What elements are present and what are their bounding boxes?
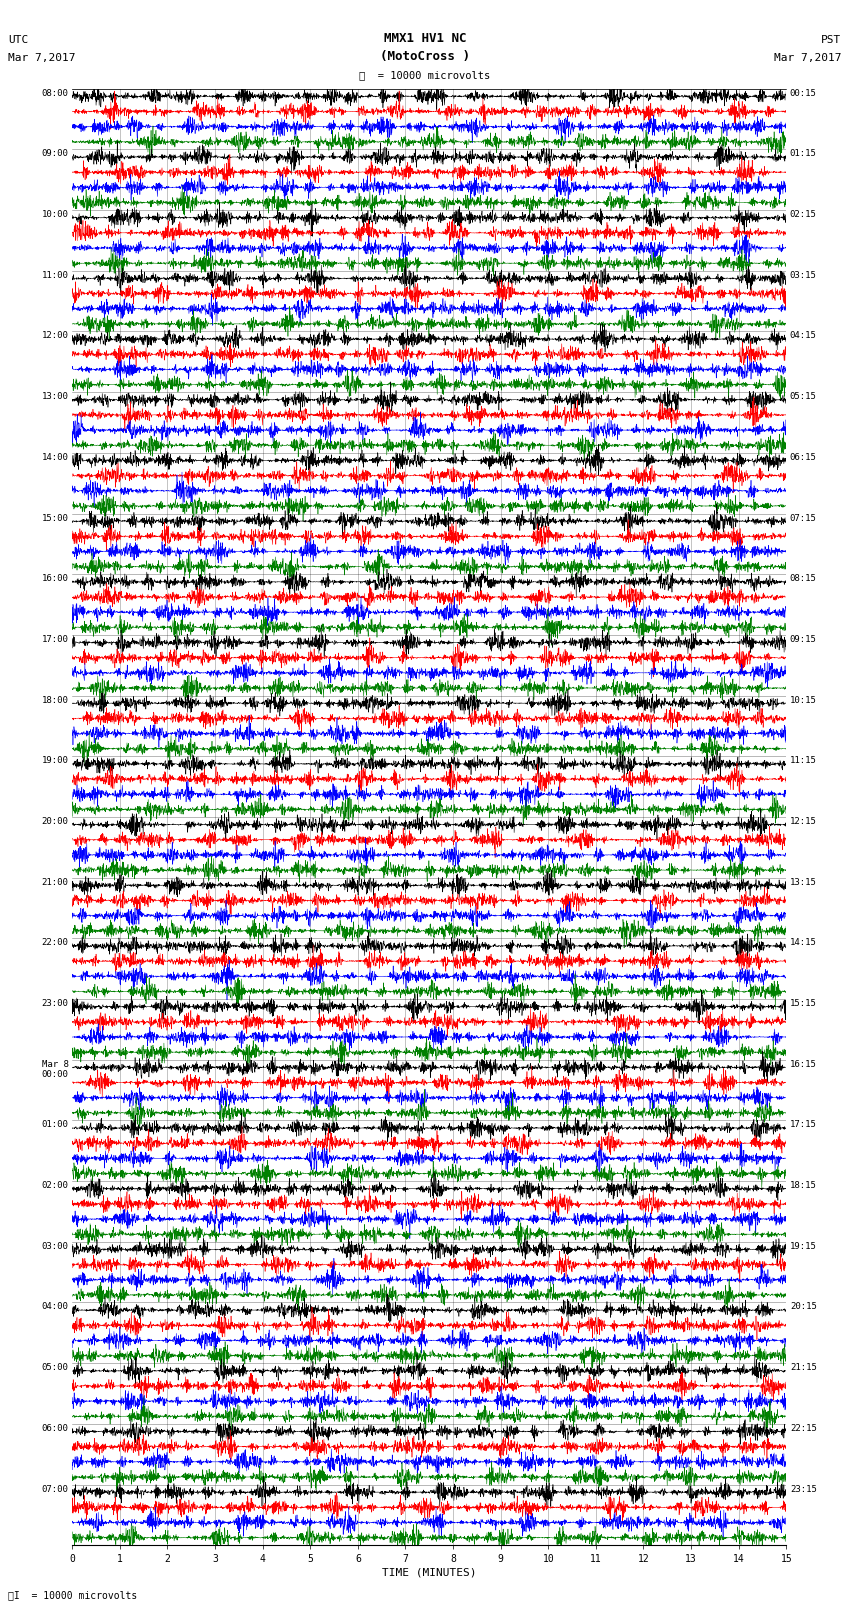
Text: 14:15: 14:15 <box>790 939 817 947</box>
Text: 10:00: 10:00 <box>42 210 69 219</box>
Text: Mar 8
00:00: Mar 8 00:00 <box>42 1060 69 1079</box>
Text: 16:15: 16:15 <box>790 1060 817 1069</box>
Text: 06:15: 06:15 <box>790 453 817 461</box>
Text: 04:00: 04:00 <box>42 1303 69 1311</box>
Text: 13:00: 13:00 <box>42 392 69 402</box>
Text: 16:00: 16:00 <box>42 574 69 584</box>
Text: 08:00: 08:00 <box>42 89 69 98</box>
Text: 09:15: 09:15 <box>790 636 817 644</box>
Text: 21:15: 21:15 <box>790 1363 817 1373</box>
Text: 02:15: 02:15 <box>790 210 817 219</box>
Text: 18:15: 18:15 <box>790 1181 817 1190</box>
Text: 15:00: 15:00 <box>42 513 69 523</box>
Text: 19:00: 19:00 <box>42 756 69 765</box>
Text: 20:00: 20:00 <box>42 818 69 826</box>
Text: 15:15: 15:15 <box>790 998 817 1008</box>
Text: 08:15: 08:15 <box>790 574 817 584</box>
Text: 17:00: 17:00 <box>42 636 69 644</box>
Text: 22:15: 22:15 <box>790 1424 817 1432</box>
Text: 23:15: 23:15 <box>790 1484 817 1494</box>
Text: 14:00: 14:00 <box>42 453 69 461</box>
Text: 21:00: 21:00 <box>42 877 69 887</box>
Text: 09:00: 09:00 <box>42 150 69 158</box>
Text: 17:15: 17:15 <box>790 1121 817 1129</box>
Text: 19:15: 19:15 <box>790 1242 817 1250</box>
Text: 05:15: 05:15 <box>790 392 817 402</box>
Text: 00:15: 00:15 <box>790 89 817 98</box>
Text: 11:00: 11:00 <box>42 271 69 279</box>
Text: 20:15: 20:15 <box>790 1303 817 1311</box>
Text: 05:00: 05:00 <box>42 1363 69 1373</box>
Text: (MotoCross ): (MotoCross ) <box>380 50 470 63</box>
X-axis label: TIME (MINUTES): TIME (MINUTES) <box>382 1568 477 1578</box>
Text: 01:15: 01:15 <box>790 150 817 158</box>
Text: 03:15: 03:15 <box>790 271 817 279</box>
Text: 04:15: 04:15 <box>790 332 817 340</box>
Text: 11:15: 11:15 <box>790 756 817 765</box>
Text: 06:00: 06:00 <box>42 1424 69 1432</box>
Text: 03:00: 03:00 <box>42 1242 69 1250</box>
Text: 02:00: 02:00 <box>42 1181 69 1190</box>
Text: 18:00: 18:00 <box>42 695 69 705</box>
Text: Mar 7,2017: Mar 7,2017 <box>8 53 76 63</box>
Text: 01:00: 01:00 <box>42 1121 69 1129</box>
Text: 13:15: 13:15 <box>790 877 817 887</box>
Text: 12:15: 12:15 <box>790 818 817 826</box>
Text: 07:15: 07:15 <box>790 513 817 523</box>
Text: 22:00: 22:00 <box>42 939 69 947</box>
Text: PST: PST <box>821 35 842 45</box>
Text: 07:00: 07:00 <box>42 1484 69 1494</box>
Text: ‸I  = 10000 microvolts: ‸I = 10000 microvolts <box>8 1590 138 1600</box>
Text: 12:00: 12:00 <box>42 332 69 340</box>
Text: MMX1 HV1 NC: MMX1 HV1 NC <box>383 32 467 45</box>
Text: 10:15: 10:15 <box>790 695 817 705</box>
Text: Mar 7,2017: Mar 7,2017 <box>774 53 842 63</box>
Text: ⎹  = 10000 microvolts: ⎹ = 10000 microvolts <box>360 71 490 81</box>
Text: UTC: UTC <box>8 35 29 45</box>
Text: 23:00: 23:00 <box>42 998 69 1008</box>
